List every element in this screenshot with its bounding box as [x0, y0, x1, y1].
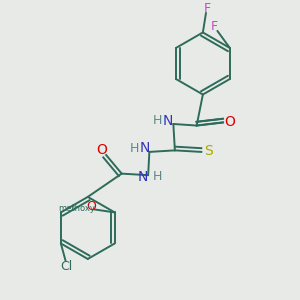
Text: S: S: [204, 144, 212, 158]
Text: N: N: [138, 170, 148, 184]
Text: F: F: [204, 2, 211, 15]
Text: methoxy: methoxy: [58, 204, 95, 213]
Text: methoxy: methoxy: [72, 207, 79, 208]
Text: O: O: [96, 143, 107, 158]
Text: O: O: [224, 115, 235, 128]
Text: H: H: [153, 114, 163, 128]
Text: H: H: [153, 170, 162, 183]
Text: N: N: [163, 114, 173, 128]
Text: H: H: [130, 142, 139, 155]
Text: F: F: [211, 20, 218, 33]
Text: O: O: [86, 200, 96, 213]
Text: Cl: Cl: [60, 260, 72, 273]
Text: N: N: [139, 141, 150, 155]
